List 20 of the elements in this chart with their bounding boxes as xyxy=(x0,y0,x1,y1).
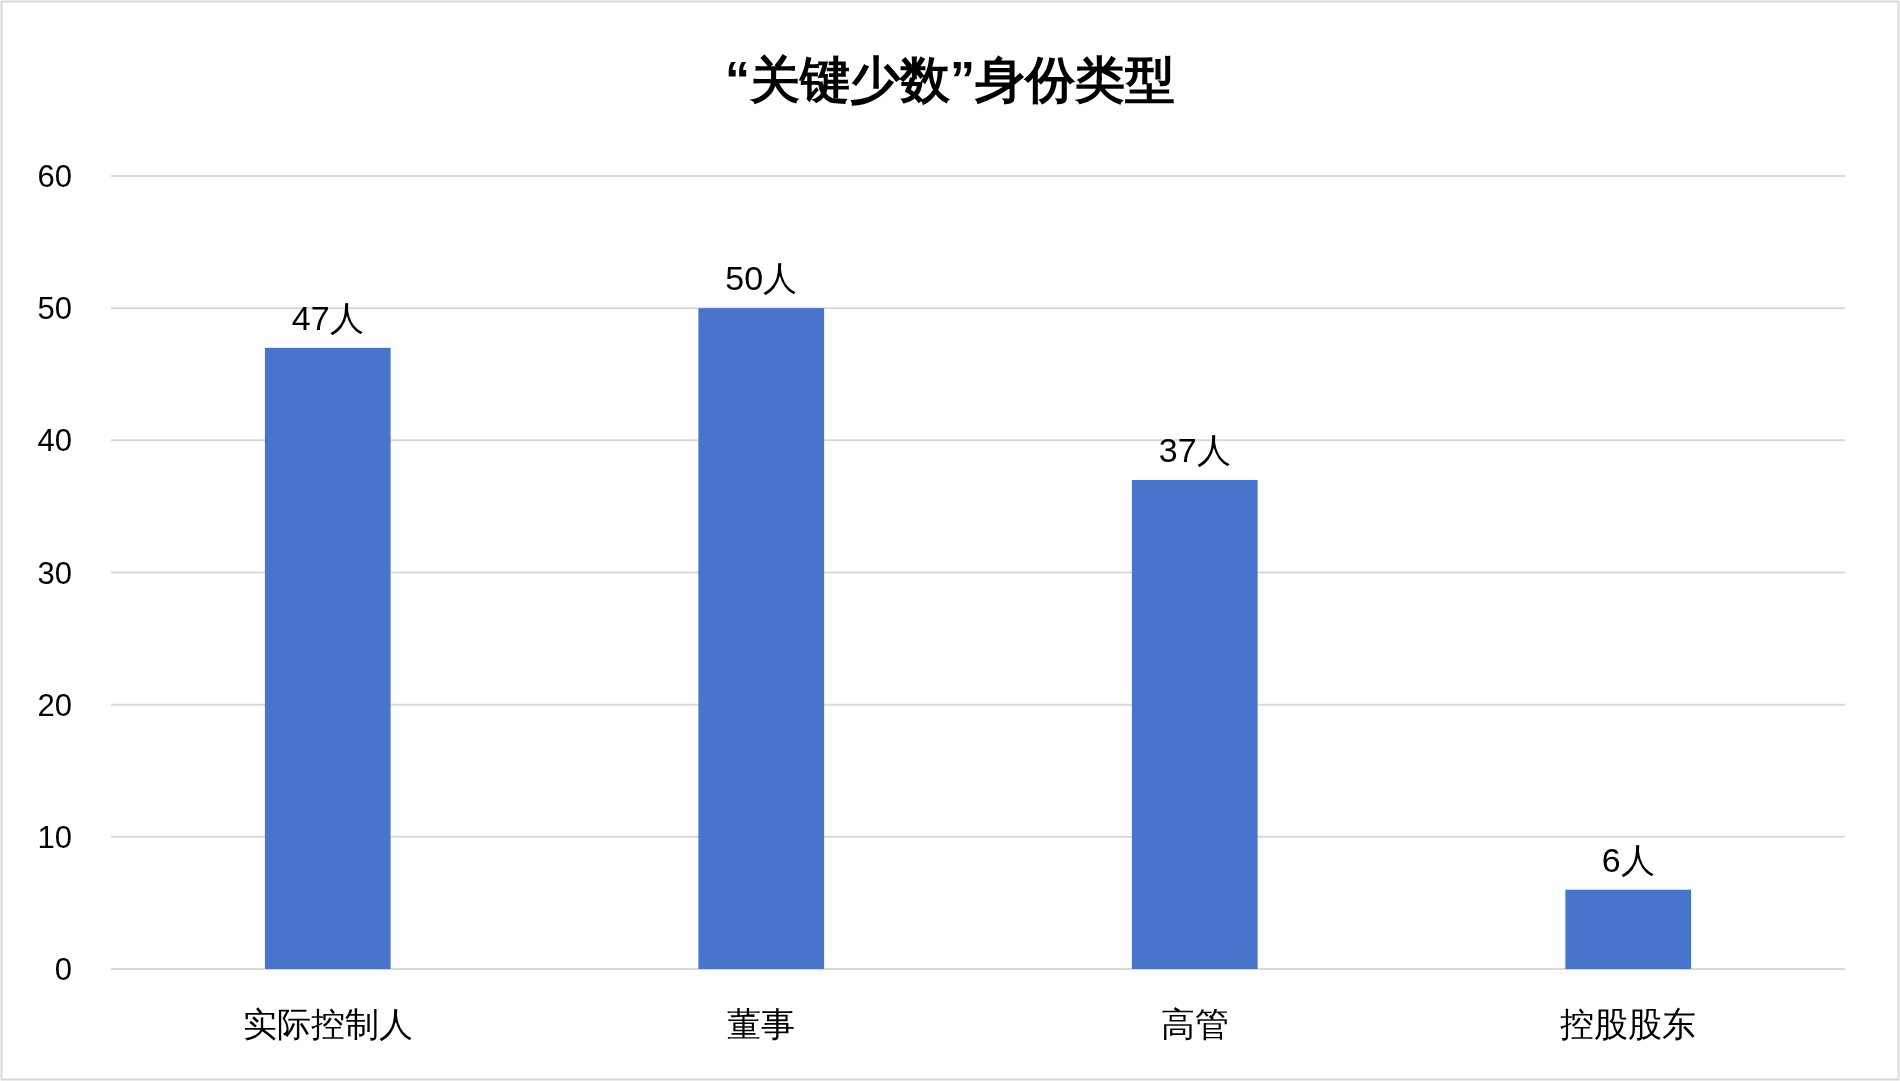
y-tick-label: 10 xyxy=(37,819,72,855)
x-tick-label: 董事 xyxy=(727,1005,796,1043)
chart-title: “关键少数”身份类型 xyxy=(725,52,1175,108)
data-label: 47人 xyxy=(291,298,364,337)
y-tick-label: 30 xyxy=(37,555,72,591)
y-tick-label: 50 xyxy=(37,291,72,327)
bar xyxy=(698,308,825,969)
x-tick-label: 控股股东 xyxy=(1560,1005,1697,1043)
x-tick-label: 高管 xyxy=(1160,1005,1229,1043)
y-tick-label: 40 xyxy=(37,423,72,459)
y-tick-label: 20 xyxy=(37,687,72,723)
y-tick-label: 60 xyxy=(37,159,72,194)
y-tick-label: 0 xyxy=(54,952,72,987)
data-label: 6人 xyxy=(1601,840,1655,879)
bar xyxy=(264,347,391,969)
bar xyxy=(1565,889,1692,969)
bar xyxy=(1131,479,1258,969)
x-tick-label: 实际控制人 xyxy=(242,1005,413,1043)
data-label: 50人 xyxy=(725,259,798,298)
data-label: 37人 xyxy=(1158,430,1231,469)
